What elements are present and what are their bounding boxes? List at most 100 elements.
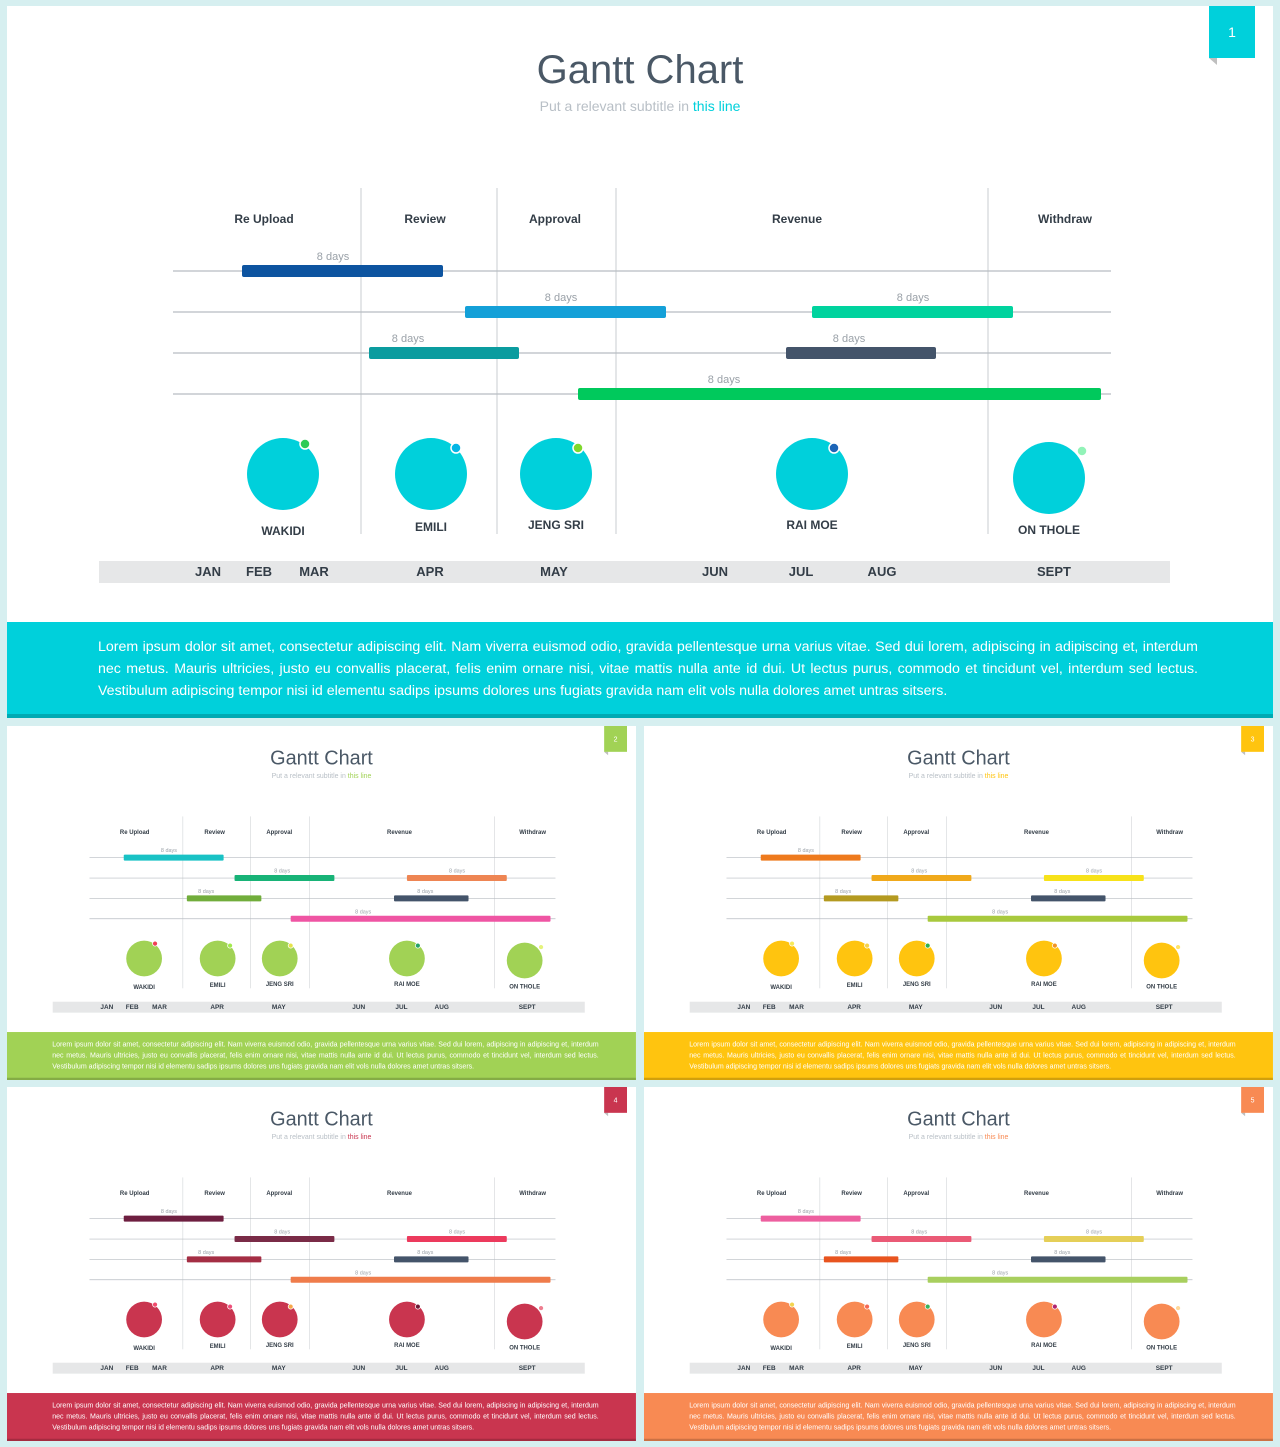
person-circle-3	[261, 1301, 298, 1338]
phase-label: Approval	[266, 828, 293, 836]
month-label: MAY	[908, 1003, 923, 1011]
task-bar-1	[123, 854, 224, 861]
month-label: AUG	[1071, 1003, 1086, 1011]
month-label: FEB	[125, 1364, 139, 1372]
month-axis-band	[52, 1001, 585, 1013]
person-name: EMILI	[209, 981, 226, 989]
person-name: JENG SRI	[265, 1341, 294, 1349]
slide-4[interactable]: 4 Gantt Chart Put a relevant subtitle in…	[7, 1087, 636, 1441]
status-dot	[572, 442, 584, 454]
task-bar-5	[1031, 895, 1106, 902]
task-bar-3	[186, 895, 262, 902]
month-label: APR	[210, 1364, 224, 1372]
task-duration-label: 8 days	[798, 848, 814, 854]
description-band: Lorem ipsum dolor sit amet, consectetur …	[644, 1032, 1273, 1080]
person-name: WAKIDI	[770, 1344, 792, 1352]
phase-label: Re Upload	[756, 828, 787, 836]
person-name: ON THOLE	[509, 982, 541, 990]
month-label: MAR	[789, 1364, 804, 1372]
slide-2[interactable]: 2 Gantt Chart Put a relevant subtitle in…	[7, 726, 636, 1080]
month-label: APR	[847, 1364, 861, 1372]
subtitle-link[interactable]: this line	[347, 1132, 372, 1141]
slide-subtitle: Put a relevant subtitle in this line	[7, 772, 636, 780]
task-bar-1	[760, 1215, 861, 1222]
person-name: ON THOLE	[1146, 1343, 1178, 1351]
month-label: FEB	[125, 1003, 139, 1011]
slide-1[interactable]: 1 Gantt Chart Put a relevant subtitle in…	[7, 6, 1273, 718]
task-duration-label: 8 days	[911, 1230, 927, 1236]
task-bar-5	[394, 1256, 469, 1263]
month-label: JUL	[1032, 1003, 1045, 1011]
month-label: FEB	[762, 1364, 776, 1372]
status-dot	[414, 1303, 421, 1310]
month-label: JUN	[989, 1003, 1003, 1011]
person-circle-5	[1143, 1303, 1180, 1340]
status-dot	[1175, 944, 1181, 950]
person-circle-5	[506, 1303, 543, 1340]
person-circle-3	[261, 940, 298, 977]
person-name: ON THOLE	[1146, 982, 1178, 990]
gantt-chart: 8 days 8 days 8 days 8 days 8 days 8 days	[89, 1177, 556, 1350]
phase-label: Review	[204, 828, 225, 836]
month-axis-band	[52, 1362, 585, 1374]
task-bar-3	[369, 347, 519, 359]
status-dot	[538, 944, 544, 950]
month-axis-band	[689, 1001, 1222, 1013]
status-dot	[227, 942, 233, 949]
description-text: Lorem ipsum dolor sit amet, consectetur …	[52, 1040, 599, 1071]
page-number-tab: 4	[604, 1087, 628, 1117]
status-dot	[864, 1303, 870, 1310]
task-bar-2	[234, 875, 335, 882]
month-label: APR	[847, 1003, 861, 1011]
task-duration-label: 8 days	[161, 1209, 177, 1215]
person-circle-4	[776, 438, 848, 510]
month-label: MAY	[271, 1364, 286, 1372]
subtitle-link[interactable]: this line	[984, 1132, 1009, 1141]
person-circle-3	[520, 438, 592, 510]
task-duration-label: 8 days	[798, 1209, 814, 1215]
person-circle-1	[126, 1301, 163, 1338]
person-name: WAKIDI	[261, 524, 305, 538]
month-label: SEPT	[1155, 1003, 1173, 1011]
status-dot	[414, 942, 421, 949]
person-name: EMILI	[846, 1342, 863, 1350]
subtitle-link[interactable]: this line	[692, 98, 741, 114]
month-label: MAR	[789, 1003, 804, 1011]
slide-title: Gantt Chart	[907, 1107, 1010, 1130]
phase-label: Approval	[266, 1189, 293, 1197]
slide-3[interactable]: 3 Gantt Chart Put a relevant subtitle in…	[644, 726, 1273, 1080]
page-number-tab: 3	[1241, 726, 1265, 756]
task-duration-label: 8 days	[161, 848, 177, 854]
description-text: Lorem ipsum dolor sit amet, consectetur …	[52, 1401, 599, 1432]
status-dot	[789, 940, 795, 947]
task-bar-6	[578, 388, 1101, 400]
task-duration-label: 8 days	[355, 1270, 371, 1276]
task-bar-6	[927, 1276, 1188, 1283]
slide-subtitle: Put a relevant subtitle in this line	[7, 98, 1273, 114]
person-name: JENG SRI	[902, 980, 931, 988]
phase-label: Approval	[903, 1189, 930, 1197]
phase-label: Approval	[528, 212, 582, 226]
month-label: JAN	[100, 1003, 114, 1011]
band-stripe	[7, 1438, 636, 1441]
month-label: SEPT	[1155, 1364, 1173, 1372]
phase-label: Re Upload	[119, 1189, 150, 1197]
task-duration-label: 8 days	[274, 869, 290, 875]
subtitle-link[interactable]: this line	[984, 771, 1009, 780]
subtitle-link[interactable]: this line	[347, 771, 372, 780]
status-dot	[538, 1305, 544, 1311]
month-label: FEB	[762, 1003, 776, 1011]
month-label: SEPT	[1037, 564, 1071, 579]
phase-label: Revenue	[771, 212, 823, 226]
task-duration-label: 8 days	[1054, 1250, 1070, 1256]
month-label: AUG	[867, 564, 897, 579]
subtitle-text: Put a relevant subtitle in	[271, 771, 348, 780]
phase-label: Withdraw	[519, 828, 547, 836]
task-bar-6	[290, 1276, 551, 1283]
status-dot	[299, 438, 311, 450]
slide-5[interactable]: 5 Gantt Chart Put a relevant subtitle in…	[644, 1087, 1273, 1441]
month-label: JUN	[701, 564, 729, 579]
task-duration-label: 8 days	[392, 333, 425, 345]
phase-label: Re Upload	[756, 1189, 787, 1197]
phase-label: Review	[404, 212, 446, 226]
